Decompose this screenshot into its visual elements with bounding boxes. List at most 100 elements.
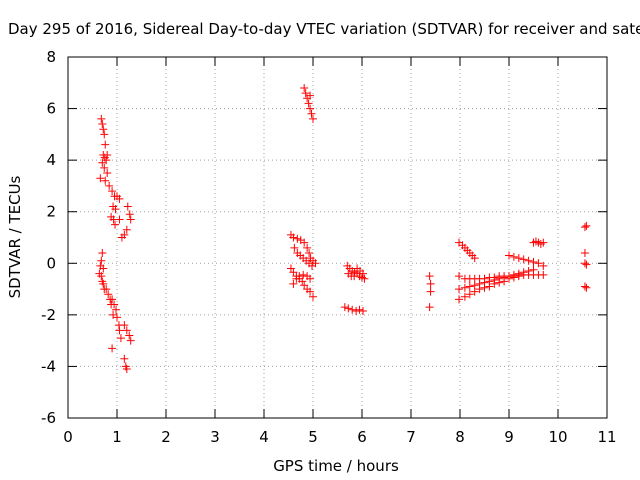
data-point [98, 158, 107, 167]
data-point [109, 310, 118, 319]
data-point [426, 287, 435, 296]
data-point [519, 268, 528, 277]
data-point [500, 277, 509, 286]
data-point [358, 269, 367, 278]
data-point [505, 274, 513, 283]
data-point [470, 254, 479, 263]
data-point [98, 120, 107, 129]
data-point [301, 89, 310, 98]
data-point [108, 187, 117, 196]
data-point [102, 285, 111, 294]
data-point [582, 260, 591, 269]
data-point [306, 274, 315, 283]
data-point [505, 251, 513, 260]
data-point [495, 278, 504, 287]
data-point [123, 202, 132, 211]
y-tick-label: 2 [46, 203, 56, 221]
data-point [290, 243, 299, 252]
data-point [125, 210, 134, 219]
chart-title: Day 295 of 2016, Sidereal Day-to-day VTE… [8, 20, 640, 38]
data-point [115, 326, 124, 335]
data-point [98, 248, 107, 257]
x-tick-label: 8 [455, 428, 465, 446]
x-tick-label: 10 [548, 428, 567, 446]
data-point [580, 223, 589, 232]
y-tick-labels: -6 -4 -2 0 2 4 6 8 [41, 48, 56, 427]
data-point [293, 234, 302, 243]
data-point [125, 331, 134, 340]
data-point [455, 285, 464, 294]
data-point [289, 233, 298, 242]
x-tick-label: 11 [597, 428, 616, 446]
data-point [514, 254, 523, 263]
data-point [309, 292, 317, 301]
data-point [308, 261, 317, 270]
data-point [126, 336, 135, 345]
grid-lines [68, 57, 607, 418]
data-point [358, 306, 367, 315]
y-tick-label: 4 [46, 151, 56, 169]
data-point [539, 270, 548, 279]
data-point [100, 130, 109, 139]
data-point [122, 326, 131, 335]
data-point [108, 344, 117, 353]
data-point [99, 279, 108, 288]
data-point [340, 303, 349, 312]
x-tick-label: 6 [357, 428, 367, 446]
data-point [460, 292, 469, 301]
data-point [112, 305, 121, 314]
y-tick-label: 8 [46, 48, 56, 66]
data-point [298, 277, 307, 286]
data-point [304, 99, 313, 108]
data-point [539, 238, 548, 247]
data-point [306, 104, 315, 113]
data-point [509, 273, 518, 282]
data-point [470, 287, 479, 296]
data-point [97, 114, 106, 123]
data-point [426, 279, 435, 288]
data-point [348, 305, 357, 314]
data-point [519, 255, 528, 264]
x-tick-label: 2 [161, 428, 171, 446]
x-tick-label: 5 [308, 428, 318, 446]
data-point [355, 305, 364, 314]
y-tick-label: -2 [41, 306, 56, 324]
data-point [108, 295, 117, 304]
data-point [300, 83, 309, 92]
data-point [104, 290, 113, 299]
data-point [116, 334, 125, 343]
x-tick-label: 4 [259, 428, 269, 446]
data-point [101, 140, 110, 149]
data-point [582, 283, 591, 292]
y-axis-label: SDTVAR / TECUs [6, 175, 24, 298]
data-point [303, 243, 312, 252]
data-point [309, 114, 317, 123]
data-point [99, 125, 108, 134]
plot-frame [67, 56, 608, 419]
data-point [96, 174, 105, 183]
data-point [101, 176, 110, 185]
y-tick-label: -6 [41, 409, 56, 427]
data-point [122, 365, 131, 374]
axis-ticks [67, 56, 608, 419]
data-point [111, 205, 120, 214]
x-tick-label: 0 [63, 428, 73, 446]
data-point [529, 265, 538, 274]
y-tick-label: 0 [46, 254, 56, 272]
data-point [350, 272, 359, 281]
data-point [115, 194, 124, 203]
data-point [97, 272, 106, 281]
data-point [580, 282, 589, 291]
data-point [360, 274, 369, 283]
data-point [307, 109, 316, 118]
data-point [289, 279, 298, 288]
data-point [539, 261, 548, 270]
data-point [580, 248, 589, 257]
data-point [126, 215, 135, 224]
data-point [120, 230, 129, 239]
data-point [344, 304, 353, 313]
data-point [103, 169, 112, 178]
data-point [306, 287, 315, 296]
